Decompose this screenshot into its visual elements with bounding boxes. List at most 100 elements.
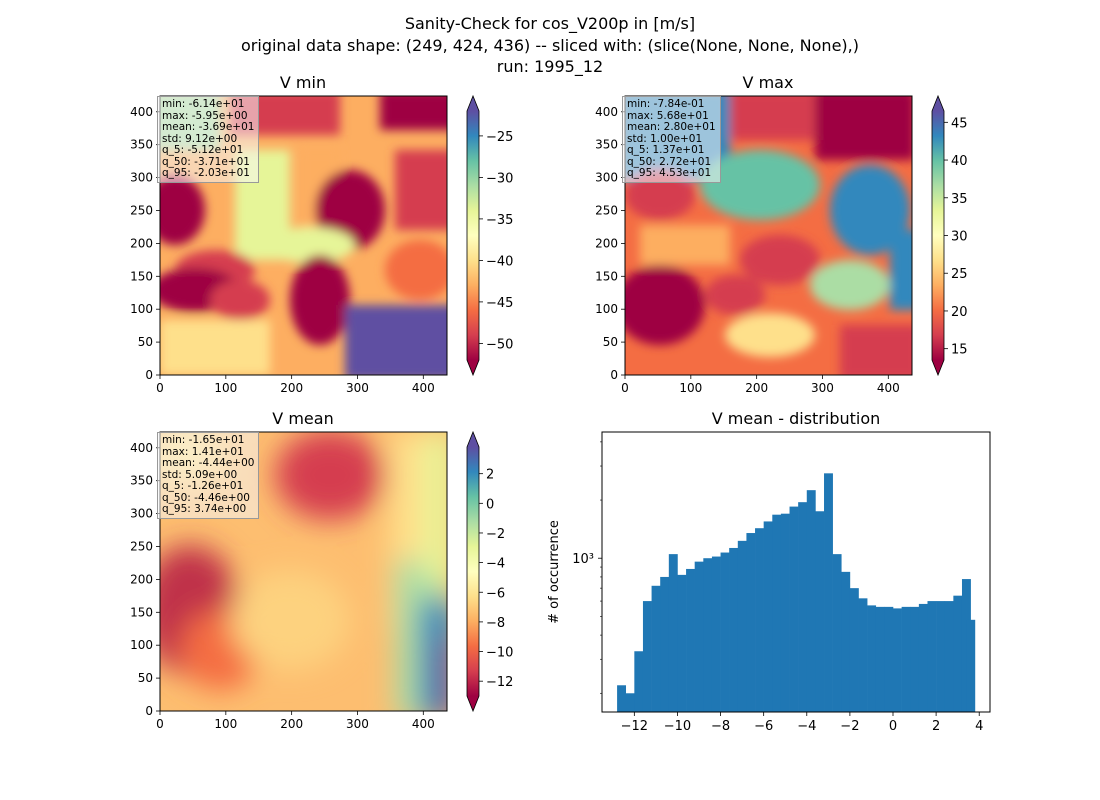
x-tick-label: 0 bbox=[156, 717, 164, 731]
x-tick-label: 300 bbox=[346, 381, 369, 395]
histogram-bar bbox=[798, 502, 808, 712]
histogram-bar bbox=[772, 514, 782, 712]
figure-title-line1: Sanity-Check for cos_V200p in [m/s] bbox=[405, 14, 695, 34]
stat-line: q_95: 4.53e+01 bbox=[627, 167, 712, 179]
histogram-bar bbox=[625, 693, 635, 712]
y-tick-label: 250 bbox=[130, 539, 153, 553]
histogram-bar bbox=[893, 608, 902, 712]
colorbar-tick-label: 25 bbox=[951, 267, 968, 282]
x-tick-label: 300 bbox=[811, 381, 834, 395]
y-tick-label: 150 bbox=[595, 269, 618, 283]
y-tick-label: 300 bbox=[130, 507, 153, 521]
histogram-bar bbox=[806, 490, 816, 712]
y-tick-label: 10³ bbox=[572, 552, 594, 567]
stat-line: min: -7.84e-01 bbox=[627, 98, 705, 110]
axes-v-max: 0 100 200 300 400 0 50 100 150 200 250 300 350 400 bbox=[595, 105, 900, 395]
stat-line: std: 9.12e+00 bbox=[162, 132, 238, 145]
y-tick-label: 350 bbox=[130, 138, 153, 152]
colorbar-extend-min bbox=[467, 696, 479, 711]
x-tick-label: −2 bbox=[840, 719, 859, 734]
colorbar-tick-label: −25 bbox=[486, 130, 513, 145]
figure-title-line2: original data shape: (249, 424, 436) -- … bbox=[241, 36, 859, 55]
histogram-bar bbox=[789, 506, 799, 712]
histogram-bar bbox=[642, 601, 652, 712]
figure-title-line3: run: 1995_12 bbox=[497, 57, 603, 77]
colorbar-tick-label: 40 bbox=[951, 154, 968, 169]
stats-box-v-max: min: -7.84e-01 max: 5.68e+01 mean: 2.80e+0… bbox=[622, 96, 721, 183]
panel-title: V min bbox=[280, 73, 326, 92]
x-tick-label: 4 bbox=[975, 719, 983, 734]
histogram-bar bbox=[729, 547, 739, 712]
histogram-bar bbox=[918, 603, 928, 712]
stat-line: q_5: -5.12e+01 bbox=[162, 144, 244, 156]
colorbar-tick-label: 45 bbox=[951, 116, 968, 131]
y-tick-label: 300 bbox=[130, 171, 153, 185]
stat-line: std: 1.00e+01 bbox=[627, 132, 703, 145]
x-tick-label: −8 bbox=[711, 719, 730, 734]
histogram-bar bbox=[780, 513, 790, 712]
colorbar-tick-label: −50 bbox=[486, 337, 513, 352]
colorbar-tick-label: −2 bbox=[486, 527, 505, 542]
y-tick-label: 0 bbox=[145, 368, 153, 382]
x-tick-label: −12 bbox=[621, 719, 648, 734]
colorbar-extend-min bbox=[467, 360, 479, 375]
histogram-bar bbox=[832, 554, 842, 712]
histogram-bar bbox=[763, 521, 773, 712]
histogram-bar bbox=[703, 558, 713, 712]
x-tick-label: 200 bbox=[745, 381, 768, 395]
histogram-bar bbox=[875, 606, 885, 712]
x-tick-label: −6 bbox=[754, 719, 773, 734]
stats-box-v-min: min: -6.14e+01 max: -5.95e+00 mean: -3.69e… bbox=[157, 96, 260, 183]
colorbar-tick-label: 35 bbox=[951, 192, 968, 207]
stat-line: q_50: 2.72e+01 bbox=[627, 155, 712, 168]
axes-histogram: −12 −10 −8 −6 −4 −2 0 2 4 10³ bbox=[572, 441, 983, 734]
x-tick-label: 400 bbox=[412, 381, 435, 395]
panel-v-mean-distribution: V mean - distribution # of occurrence −1… bbox=[547, 409, 991, 734]
panel-title: V max bbox=[743, 73, 794, 92]
stats-box-v-mean: min: -1.65e+01 max: 1.41e+01 mean: -4.44e+… bbox=[157, 432, 260, 519]
x-tick-label: 100 bbox=[679, 381, 702, 395]
histogram-bar bbox=[737, 540, 747, 712]
panel-title: V mean bbox=[272, 409, 333, 428]
stat-line: q_50: -3.71e+01 bbox=[162, 155, 250, 168]
colorbar-tick-label: −35 bbox=[486, 213, 513, 228]
y-tick-label: 400 bbox=[130, 441, 153, 455]
y-tick-label: 250 bbox=[130, 203, 153, 217]
colorbar-tick-label: −40 bbox=[486, 254, 513, 269]
stat-line: mean: -3.69e+01 bbox=[162, 121, 255, 133]
colorbar-extend-max bbox=[467, 96, 479, 111]
histogram-bar bbox=[841, 571, 851, 712]
stat-line: q_95: 3.74e+00 bbox=[162, 503, 247, 515]
colorbar-gradient bbox=[932, 111, 944, 360]
colorbar-tick-label: −30 bbox=[486, 171, 513, 186]
histogram-bar bbox=[815, 511, 825, 712]
stat-line: max: 1.41e+01 bbox=[162, 445, 244, 458]
y-tick-label: 350 bbox=[595, 138, 618, 152]
y-tick-label: 400 bbox=[595, 105, 618, 119]
panel-v-max: V max 0 100 200 300 400 0 50 100 150 200 250 bbox=[595, 73, 967, 395]
axes-v-mean: 0 100 200 300 400 0 50 100 150 200 250 300 350 400 bbox=[130, 441, 435, 731]
y-tick-label: 50 bbox=[138, 671, 153, 685]
histogram-bar bbox=[849, 588, 859, 712]
y-tick-label: 200 bbox=[130, 236, 153, 250]
stat-line: max: -5.95e+00 bbox=[162, 109, 248, 122]
colorbar-tick-label: −12 bbox=[486, 675, 513, 690]
x-tick-label: 200 bbox=[280, 381, 303, 395]
y-tick-label: 250 bbox=[595, 203, 618, 217]
stat-line: q_5: 1.37e+01 bbox=[627, 144, 705, 156]
colorbar-extend-max bbox=[932, 96, 944, 111]
y-tick-label: 50 bbox=[603, 335, 618, 349]
panel-title: V mean - distribution bbox=[712, 409, 881, 428]
x-tick-label: 0 bbox=[621, 381, 629, 395]
x-tick-label: −4 bbox=[797, 719, 816, 734]
histogram-bar bbox=[910, 606, 920, 712]
y-tick-label: 0 bbox=[145, 704, 153, 718]
stat-line: q_5: -1.26e+01 bbox=[162, 480, 244, 492]
histogram-bar bbox=[944, 601, 954, 712]
y-tick-label: 400 bbox=[130, 105, 153, 119]
colorbar-tick-label: −4 bbox=[486, 557, 505, 572]
stat-line: mean: 2.80e+01 bbox=[627, 121, 716, 133]
colorbar-v-max: 15 20 25 30 35 40 45 bbox=[931, 94, 968, 377]
x-tick-label: 0 bbox=[156, 381, 164, 395]
axes-v-min: 0 100 200 300 400 0 50 100 150 200 250 300 350 400 bbox=[130, 105, 435, 395]
